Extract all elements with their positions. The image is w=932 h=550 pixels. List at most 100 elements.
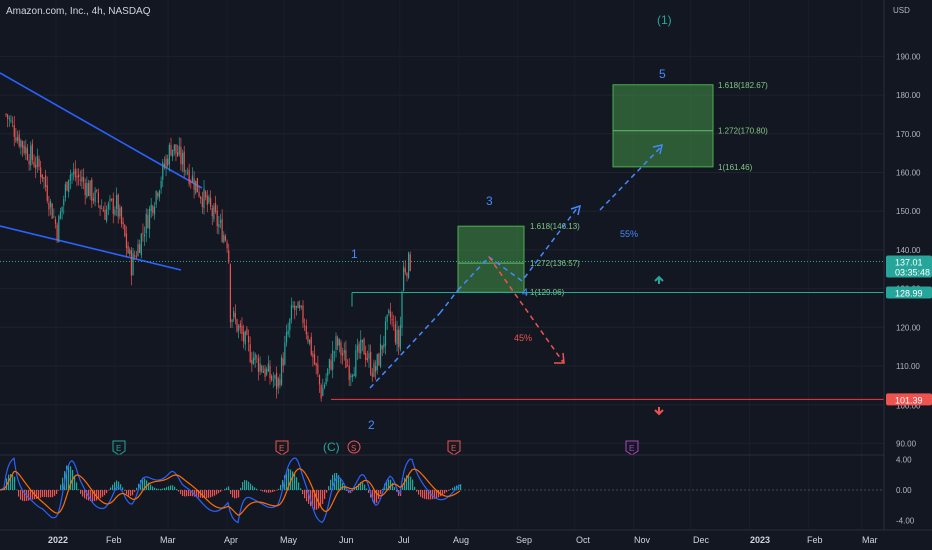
x-tick-label: May xyxy=(280,535,298,545)
candle-body xyxy=(71,173,73,176)
current-price-badge-bg[interactable] xyxy=(886,255,932,278)
wave-label: 4 xyxy=(522,287,528,299)
candle-body xyxy=(150,204,152,211)
candle-body xyxy=(317,364,319,374)
oscillator-bar xyxy=(382,488,384,490)
oscillator-bar xyxy=(406,475,408,490)
support-badge: 101.39 xyxy=(895,395,923,405)
oscillator-bar xyxy=(206,490,208,499)
candle-body xyxy=(206,195,208,205)
candle-body xyxy=(218,223,220,228)
candle-body xyxy=(59,211,62,219)
candle-body xyxy=(51,203,53,219)
oscillator-bar xyxy=(30,490,32,501)
candle-body xyxy=(152,206,154,214)
resistance-badge-bg[interactable] xyxy=(886,286,932,299)
candle-body xyxy=(379,343,382,367)
oscillator-bar xyxy=(202,490,204,498)
candle-body xyxy=(196,177,198,193)
candle-body xyxy=(122,222,124,225)
candle-body xyxy=(370,351,372,374)
oscillator-bar xyxy=(346,490,348,491)
oscillator-tick-label: 0.00 xyxy=(896,486,912,495)
x-tick-label: Aug xyxy=(453,535,469,545)
oscillator-bar xyxy=(196,490,198,497)
candle-body xyxy=(102,209,104,212)
candle-body xyxy=(378,353,380,366)
event-label: E xyxy=(451,444,456,453)
earnings-event-icon[interactable] xyxy=(112,440,126,456)
candle-body xyxy=(167,158,169,166)
candle-body xyxy=(309,339,311,344)
candle-body xyxy=(272,379,274,381)
split-event-icon[interactable] xyxy=(347,440,361,454)
y-tick-label: 170.00 xyxy=(896,130,921,139)
oscillator-bar xyxy=(134,490,136,492)
candle-body xyxy=(262,371,264,373)
oscillator-bar xyxy=(254,487,256,490)
oscillator-bar xyxy=(118,481,120,490)
candle-body xyxy=(386,314,388,322)
candle-body xyxy=(162,162,164,180)
oscillator-bar xyxy=(148,482,150,490)
candle-body xyxy=(129,249,131,255)
x-tick-label: 2022 xyxy=(48,535,68,545)
candle-body xyxy=(97,192,99,203)
candle-body xyxy=(153,207,156,215)
resistance-badge: 128.99 xyxy=(895,289,923,299)
candle-body xyxy=(332,350,334,370)
earnings-event-icon[interactable] xyxy=(275,440,289,456)
oscillator-bar xyxy=(448,490,450,491)
candle-body xyxy=(160,180,162,189)
oscillator-bar xyxy=(76,482,78,490)
candle-body xyxy=(163,163,165,168)
candle-body xyxy=(140,233,142,256)
candle-body xyxy=(408,252,410,278)
candle-body xyxy=(252,357,255,364)
candle-body xyxy=(170,145,172,156)
y-tick-label: 110.00 xyxy=(896,362,920,371)
oscillator-bar xyxy=(54,490,56,496)
oscillator-bar xyxy=(362,482,364,490)
candle-body xyxy=(239,323,241,328)
arrowhead-up-icon xyxy=(570,204,582,216)
oscillator-bar xyxy=(252,485,254,490)
candle-body xyxy=(198,191,200,197)
candle-body xyxy=(282,358,284,366)
oscillator-bar xyxy=(96,490,98,501)
oscillator-bar xyxy=(162,488,164,490)
candle-body xyxy=(8,118,10,120)
oscillator-bar xyxy=(132,490,134,496)
candle-body xyxy=(241,325,243,335)
scenario-up-path xyxy=(369,312,441,389)
candle-body xyxy=(127,245,129,254)
y-tick-label: 90.00 xyxy=(896,439,917,448)
candle-body xyxy=(292,305,294,307)
event-label: E xyxy=(279,444,284,453)
oscillator-bar xyxy=(48,490,50,498)
candle-body xyxy=(328,358,330,369)
candle-body xyxy=(148,208,151,229)
oscillator-bar xyxy=(292,471,294,490)
current-price-badge: 137.01 xyxy=(895,257,923,267)
oscillator-bar xyxy=(82,490,84,497)
chart-title: Amazon.com, Inc., 4h, NASDAQ xyxy=(6,6,151,17)
candle-body xyxy=(125,233,128,249)
candle-body xyxy=(78,174,80,178)
oscillator-bar xyxy=(212,490,214,497)
candle-body xyxy=(147,214,149,229)
candle-body xyxy=(351,375,354,378)
oscillator-bar xyxy=(270,490,272,493)
support-badge-bg[interactable] xyxy=(886,393,932,406)
candle-body xyxy=(10,119,12,121)
oscillator-bar xyxy=(62,477,64,490)
candle-body xyxy=(307,335,309,342)
earnings-event-icon[interactable] xyxy=(447,440,461,456)
candle-body xyxy=(323,384,326,388)
candle-body xyxy=(76,176,78,178)
candle-body xyxy=(45,175,47,187)
earnings-event-icon[interactable] xyxy=(625,440,639,456)
candle-body xyxy=(337,337,339,346)
candle-body xyxy=(63,198,65,206)
